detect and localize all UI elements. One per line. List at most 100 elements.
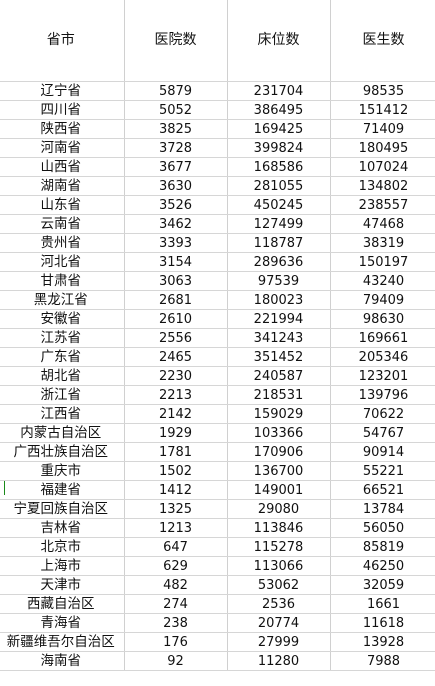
cell-province[interactable]: 湖南省 — [0, 176, 125, 196]
cell-province[interactable]: 重庆市 — [0, 461, 125, 481]
cell-beds[interactable]: 97539 — [227, 271, 331, 291]
cell-hospitals[interactable]: 3526 — [124, 195, 228, 215]
cell-beds[interactable]: 20774 — [227, 613, 331, 633]
cell-doctors[interactable]: 56050 — [330, 518, 435, 538]
cell-hospitals[interactable]: 3063 — [124, 271, 228, 291]
cell-doctors[interactable]: 85819 — [330, 537, 435, 557]
cell-beds[interactable]: 149001 — [227, 480, 331, 500]
cell-beds[interactable]: 113846 — [227, 518, 331, 538]
cell-hospitals[interactable]: 3154 — [124, 252, 228, 272]
cell-province[interactable]: 广东省 — [0, 347, 125, 367]
cell-province[interactable]: 安徽省 — [0, 309, 125, 329]
cell-beds[interactable]: 136700 — [227, 461, 331, 481]
cell-doctors[interactable]: 13784 — [330, 499, 435, 519]
cell-province[interactable]: 山西省 — [0, 157, 125, 177]
cell-province[interactable]: 福建省 — [0, 480, 125, 500]
cell-province[interactable]: 内蒙古自治区 — [0, 423, 125, 443]
cell-hospitals[interactable]: 3630 — [124, 176, 228, 196]
cell-province[interactable]: 西藏自治区 — [0, 594, 125, 614]
cell-doctors[interactable]: 7988 — [330, 651, 435, 671]
cell-doctors[interactable]: 98630 — [330, 309, 435, 329]
cell-hospitals[interactable]: 5879 — [124, 81, 228, 101]
cell-beds[interactable]: 159029 — [227, 404, 331, 424]
cell-beds[interactable]: 127499 — [227, 214, 331, 234]
cell-doctors[interactable]: 90914 — [330, 442, 435, 462]
cell-hospitals[interactable]: 3393 — [124, 233, 228, 253]
header-cell-hospitals[interactable]: 医院数 — [124, 0, 228, 82]
cell-beds[interactable]: 118787 — [227, 233, 331, 253]
header-cell-beds[interactable]: 床位数 — [227, 0, 331, 82]
cell-beds[interactable]: 289636 — [227, 252, 331, 272]
cell-hospitals[interactable]: 482 — [124, 575, 228, 595]
cell-hospitals[interactable]: 92 — [124, 651, 228, 671]
cell-province[interactable]: 北京市 — [0, 537, 125, 557]
cell-doctors[interactable]: 98535 — [330, 81, 435, 101]
cell-province[interactable]: 甘肃省 — [0, 271, 125, 291]
cell-beds[interactable]: 53062 — [227, 575, 331, 595]
cell-province[interactable]: 河北省 — [0, 252, 125, 272]
cell-province[interactable]: 宁夏回族自治区 — [0, 499, 125, 519]
cell-province[interactable]: 江苏省 — [0, 328, 125, 348]
cell-beds[interactable]: 386495 — [227, 100, 331, 120]
cell-doctors[interactable]: 70622 — [330, 404, 435, 424]
cell-hospitals[interactable]: 2213 — [124, 385, 228, 405]
cell-province[interactable]: 河南省 — [0, 138, 125, 158]
cell-province[interactable]: 云南省 — [0, 214, 125, 234]
cell-beds[interactable]: 399824 — [227, 138, 331, 158]
cell-doctors[interactable]: 32059 — [330, 575, 435, 595]
cell-hospitals[interactable]: 1781 — [124, 442, 228, 462]
cell-province[interactable]: 四川省 — [0, 100, 125, 120]
cell-province[interactable]: 贵州省 — [0, 233, 125, 253]
cell-beds[interactable]: 170906 — [227, 442, 331, 462]
cell-beds[interactable]: 281055 — [227, 176, 331, 196]
cell-beds[interactable]: 2536 — [227, 594, 331, 614]
cell-province[interactable]: 海南省 — [0, 651, 125, 671]
cell-beds[interactable]: 450245 — [227, 195, 331, 215]
cell-doctors[interactable]: 169661 — [330, 328, 435, 348]
cell-beds[interactable]: 218531 — [227, 385, 331, 405]
cell-hospitals[interactable]: 2465 — [124, 347, 228, 367]
cell-doctors[interactable]: 46250 — [330, 556, 435, 576]
cell-doctors[interactable]: 38319 — [330, 233, 435, 253]
cell-beds[interactable]: 27999 — [227, 632, 331, 652]
cell-province[interactable]: 吉林省 — [0, 518, 125, 538]
cell-hospitals[interactable]: 3728 — [124, 138, 228, 158]
cell-hospitals[interactable]: 1213 — [124, 518, 228, 538]
cell-doctors[interactable]: 47468 — [330, 214, 435, 234]
cell-province[interactable]: 山东省 — [0, 195, 125, 215]
cell-beds[interactable]: 240587 — [227, 366, 331, 386]
cell-hospitals[interactable]: 176 — [124, 632, 228, 652]
cell-province[interactable]: 广西壮族自治区 — [0, 442, 125, 462]
cell-hospitals[interactable]: 1412 — [124, 480, 228, 500]
cell-doctors[interactable]: 139796 — [330, 385, 435, 405]
cell-beds[interactable]: 168586 — [227, 157, 331, 177]
cell-hospitals[interactable]: 2681 — [124, 290, 228, 310]
cell-doctors[interactable]: 11618 — [330, 613, 435, 633]
cell-doctors[interactable]: 43240 — [330, 271, 435, 291]
cell-doctors[interactable]: 79409 — [330, 290, 435, 310]
cell-hospitals[interactable]: 2142 — [124, 404, 228, 424]
cell-hospitals[interactable]: 1929 — [124, 423, 228, 443]
cell-hospitals[interactable]: 3462 — [124, 214, 228, 234]
cell-hospitals[interactable]: 2230 — [124, 366, 228, 386]
cell-beds[interactable]: 169425 — [227, 119, 331, 139]
cell-hospitals[interactable]: 3677 — [124, 157, 228, 177]
cell-beds[interactable]: 180023 — [227, 290, 331, 310]
cell-province[interactable]: 上海市 — [0, 556, 125, 576]
cell-province[interactable]: 辽宁省 — [0, 81, 125, 101]
cell-province[interactable]: 黑龙江省 — [0, 290, 125, 310]
cell-doctors[interactable]: 151412 — [330, 100, 435, 120]
cell-hospitals[interactable]: 647 — [124, 537, 228, 557]
cell-hospitals[interactable]: 3825 — [124, 119, 228, 139]
cell-doctors[interactable]: 107024 — [330, 157, 435, 177]
cell-province[interactable]: 青海省 — [0, 613, 125, 633]
cell-doctors[interactable]: 55221 — [330, 461, 435, 481]
cell-doctors[interactable]: 150197 — [330, 252, 435, 272]
cell-doctors[interactable]: 238557 — [330, 195, 435, 215]
cell-doctors[interactable]: 1661 — [330, 594, 435, 614]
cell-beds[interactable]: 231704 — [227, 81, 331, 101]
cell-beds[interactable]: 115278 — [227, 537, 331, 557]
cell-doctors[interactable]: 71409 — [330, 119, 435, 139]
cell-doctors[interactable]: 54767 — [330, 423, 435, 443]
cell-beds[interactable]: 11280 — [227, 651, 331, 671]
